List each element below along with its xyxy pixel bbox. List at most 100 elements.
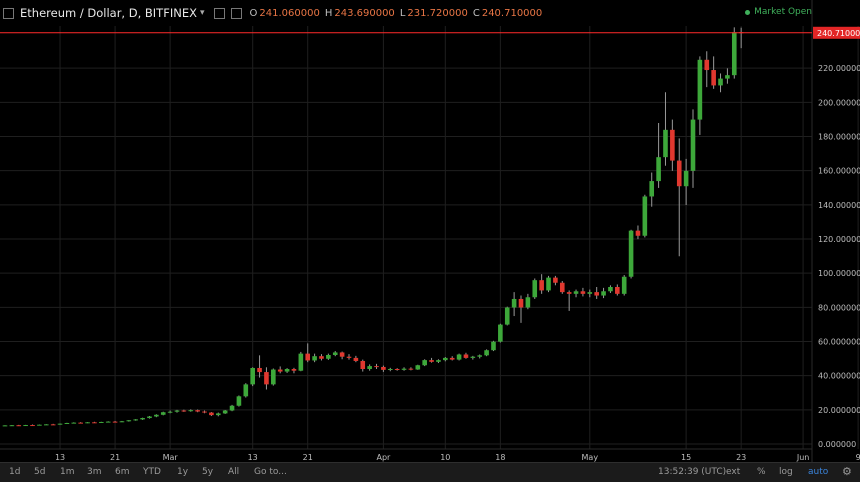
candle-body-up — [491, 341, 496, 351]
y-tick-label: 200.000000 — [818, 98, 860, 107]
close-label: C — [472, 7, 480, 19]
range-5d-button[interactable]: 5d — [34, 467, 46, 477]
candle-body-up — [587, 292, 593, 294]
candle-body-down — [305, 353, 311, 361]
candle-body-up — [573, 291, 579, 294]
candle-body-down — [539, 280, 544, 291]
candle-body-up — [477, 355, 483, 357]
candle-body-down — [209, 412, 214, 416]
y-tick-label: 80.000000 — [818, 303, 860, 312]
bottom-toolbar: 1d 5d 1m 3m 6m YTD 1y 5y All Go to... 13… — [0, 462, 860, 482]
range-all-button[interactable]: All — [228, 467, 240, 477]
candle — [195, 409, 200, 413]
candle-body-up — [2, 425, 8, 427]
y-tick-label: 60.000000 — [818, 338, 860, 347]
last-price-badge — [813, 26, 860, 39]
candle-body-up — [683, 170, 689, 187]
grid — [0, 26, 859, 449]
candle-body-down — [195, 410, 200, 412]
candle — [99, 421, 104, 423]
percent-toggle[interactable]: % — [757, 467, 766, 477]
candle — [312, 353, 317, 363]
candle — [277, 366, 283, 374]
x-tick-label: 9 — [856, 453, 860, 462]
candle — [670, 119, 675, 171]
candle — [37, 424, 42, 426]
candle-body-up — [601, 291, 606, 296]
range-1m-button[interactable]: 1m — [60, 467, 75, 477]
candle-body-up — [642, 196, 648, 236]
candlestick-chart[interactable]: 0.000000 20.000000 40.000000 60.000000 80.00… — [0, 0, 860, 462]
range-1y-button[interactable]: 1y — [177, 467, 189, 477]
close-value: 240.710000 — [481, 7, 543, 19]
candle-body-down — [408, 368, 414, 370]
candle-body-up — [99, 421, 104, 423]
range-ytd-button[interactable]: YTD — [143, 467, 161, 477]
candle-body-up — [37, 424, 42, 426]
goto-button[interactable]: Go to... — [254, 467, 287, 477]
candle — [683, 158, 689, 206]
candle — [408, 367, 414, 371]
y-tick-label: 120.000000 — [818, 235, 860, 244]
candle — [23, 424, 28, 427]
candle — [78, 422, 83, 424]
candle — [387, 367, 393, 372]
x-tick-label: Jun — [796, 453, 810, 462]
range-6m-button[interactable]: 6m — [115, 467, 130, 477]
x-tick-label: 13 — [248, 453, 258, 462]
candle-body-down — [346, 356, 352, 358]
candle — [2, 425, 8, 427]
candle-body-up — [57, 423, 63, 425]
time-axis[interactable]: 13 21 Mar 13 21 Apr 10 18 May 15 23 Jun 9 — [55, 453, 860, 462]
candle — [546, 275, 551, 293]
candle-body-up — [236, 396, 242, 406]
candle — [222, 410, 228, 414]
candle-body-up — [470, 356, 476, 358]
candle — [642, 194, 648, 238]
hide-icon[interactable] — [213, 7, 225, 19]
candle — [518, 295, 524, 323]
range-3m-button[interactable]: 3m — [87, 467, 102, 477]
candle-body-up — [401, 368, 407, 370]
candle — [381, 365, 386, 372]
range-5y-button[interactable]: 5y — [202, 467, 214, 477]
y-tick-label: 140.000000 — [818, 201, 860, 210]
candle — [429, 357, 434, 363]
candle-body-up — [312, 356, 317, 361]
candle — [401, 367, 407, 371]
candle-body-up — [498, 324, 503, 342]
price-axis[interactable]: 0.000000 20.000000 40.000000 60.000000 80.00… — [818, 64, 860, 449]
candle — [676, 138, 682, 257]
candle-body-down — [676, 160, 682, 187]
ext-toggle[interactable]: ext — [726, 467, 741, 477]
candle — [92, 421, 97, 424]
collapse-icon[interactable] — [3, 7, 14, 19]
gear-icon[interactable]: ⚙ — [842, 465, 852, 478]
candle-body-up — [23, 425, 28, 427]
candle-body-down — [566, 292, 572, 294]
log-toggle[interactable]: log — [779, 467, 793, 477]
x-tick-label: 15 — [681, 453, 691, 462]
x-tick-label: 21 — [110, 453, 120, 462]
candle-body-up — [229, 405, 235, 411]
candle — [360, 359, 366, 372]
candle — [422, 359, 427, 367]
chevron-down-icon[interactable]: ▾ — [199, 8, 205, 18]
candle-body-down — [353, 357, 359, 361]
y-tick-label: 220.000000 — [818, 64, 860, 73]
candle — [133, 419, 139, 421]
settings-small-icon[interactable] — [230, 7, 242, 19]
candle — [608, 285, 613, 293]
candle-body-up — [119, 421, 125, 423]
candle-body-down — [580, 291, 586, 294]
candle — [43, 424, 49, 426]
candle — [718, 73, 723, 93]
auto-toggle[interactable]: auto — [808, 467, 829, 477]
candle — [250, 367, 255, 387]
candle — [105, 421, 111, 423]
candle — [188, 409, 194, 412]
range-1d-button[interactable]: 1d — [9, 467, 21, 477]
symbol-title[interactable]: Ethereum / Dollar, D, BITFINEX — [20, 6, 197, 20]
candle-body-up — [628, 230, 634, 277]
candle-body-down — [202, 411, 207, 413]
